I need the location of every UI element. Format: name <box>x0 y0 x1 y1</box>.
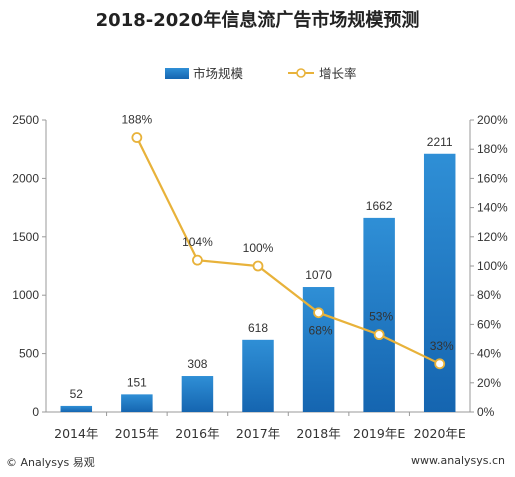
website-url: www.analysys.cn <box>411 454 505 467</box>
x-tick-label: 2017年 <box>236 426 280 441</box>
y-right-tick-label: 180% <box>477 142 508 156</box>
growth-rate-label: 188% <box>122 113 153 127</box>
x-tick-label: 2014年 <box>54 426 98 441</box>
x-tick-label: 2019年E <box>353 426 405 441</box>
source-credit: © Analysys 易观 <box>6 456 95 469</box>
x-tick-label: 2015年 <box>115 426 159 441</box>
legend-bar-swatch <box>165 68 189 79</box>
y-right-tick-label: 100% <box>477 259 508 273</box>
bar-value-label: 618 <box>248 321 268 335</box>
x-tick-label: 2018年 <box>296 426 340 441</box>
bar <box>423 153 456 413</box>
bar-value-label: 1662 <box>366 199 393 213</box>
bar <box>242 339 274 412</box>
y-right-tick-label: 20% <box>477 376 501 390</box>
growth-rate-point <box>434 358 446 370</box>
y-right-tick-label: 40% <box>477 347 501 361</box>
growth-rate-label: 100% <box>243 241 274 255</box>
y-right-tick-label: 140% <box>477 201 508 215</box>
bar-value-label: 1070 <box>305 268 332 282</box>
growth-rate-label: 53% <box>369 310 393 324</box>
growth-rate-point <box>313 307 324 319</box>
y-right-tick-label: 160% <box>477 171 508 185</box>
bar-value-label: 308 <box>187 357 207 371</box>
plot-area: 0 500 1000 1500 2000 2500 0% 20% 40% 60% 80% 100% 12… <box>12 113 508 441</box>
bar-value-label: 52 <box>70 387 84 401</box>
x-tick-label: 2020年E <box>414 426 466 441</box>
x-tick-label: 2016年 <box>175 426 219 441</box>
y-left-tick-label: 1500 <box>12 230 39 244</box>
y-left-tick-label: 1000 <box>12 288 39 302</box>
y-left-tick-label: 2000 <box>12 171 39 185</box>
growth-rate-point <box>252 260 264 272</box>
bar <box>181 376 214 412</box>
y-right-tick-label: 0% <box>477 405 495 419</box>
legend: 市场规模 增长率 <box>165 66 357 81</box>
y-left-tick-label: 2500 <box>12 113 39 127</box>
growth-rate-label: 33% <box>430 339 454 353</box>
chart-title: 2018-2020年信息流广告市场规模预测 <box>95 10 420 31</box>
bar-value-label: 2211 <box>427 135 453 149</box>
y-right-tick-label: 120% <box>477 230 508 244</box>
growth-rate-label: 104% <box>182 235 213 249</box>
growth-rate-line <box>135 137 441 365</box>
growth-rate-point <box>131 132 143 143</box>
y-right-tick-label: 80% <box>477 288 501 302</box>
growth-rate-point <box>192 254 203 266</box>
legend-line-label: 增长率 <box>319 66 357 81</box>
legend-line-marker <box>296 68 306 78</box>
y-right-tick-label: 60% <box>477 317 501 331</box>
bar <box>60 405 93 412</box>
growth-rate-label: 68% <box>309 324 333 338</box>
y-left-tick-label: 0 <box>32 405 39 419</box>
y-left-tick-label: 500 <box>19 347 39 361</box>
bar-value-label: 151 <box>127 375 147 389</box>
bar <box>302 287 335 412</box>
bar <box>121 394 153 412</box>
legend-bar-label: 市场规模 <box>193 66 244 81</box>
growth-rate-point <box>373 329 385 341</box>
bar <box>363 217 395 412</box>
y-right-tick-label: 200% <box>477 113 508 127</box>
